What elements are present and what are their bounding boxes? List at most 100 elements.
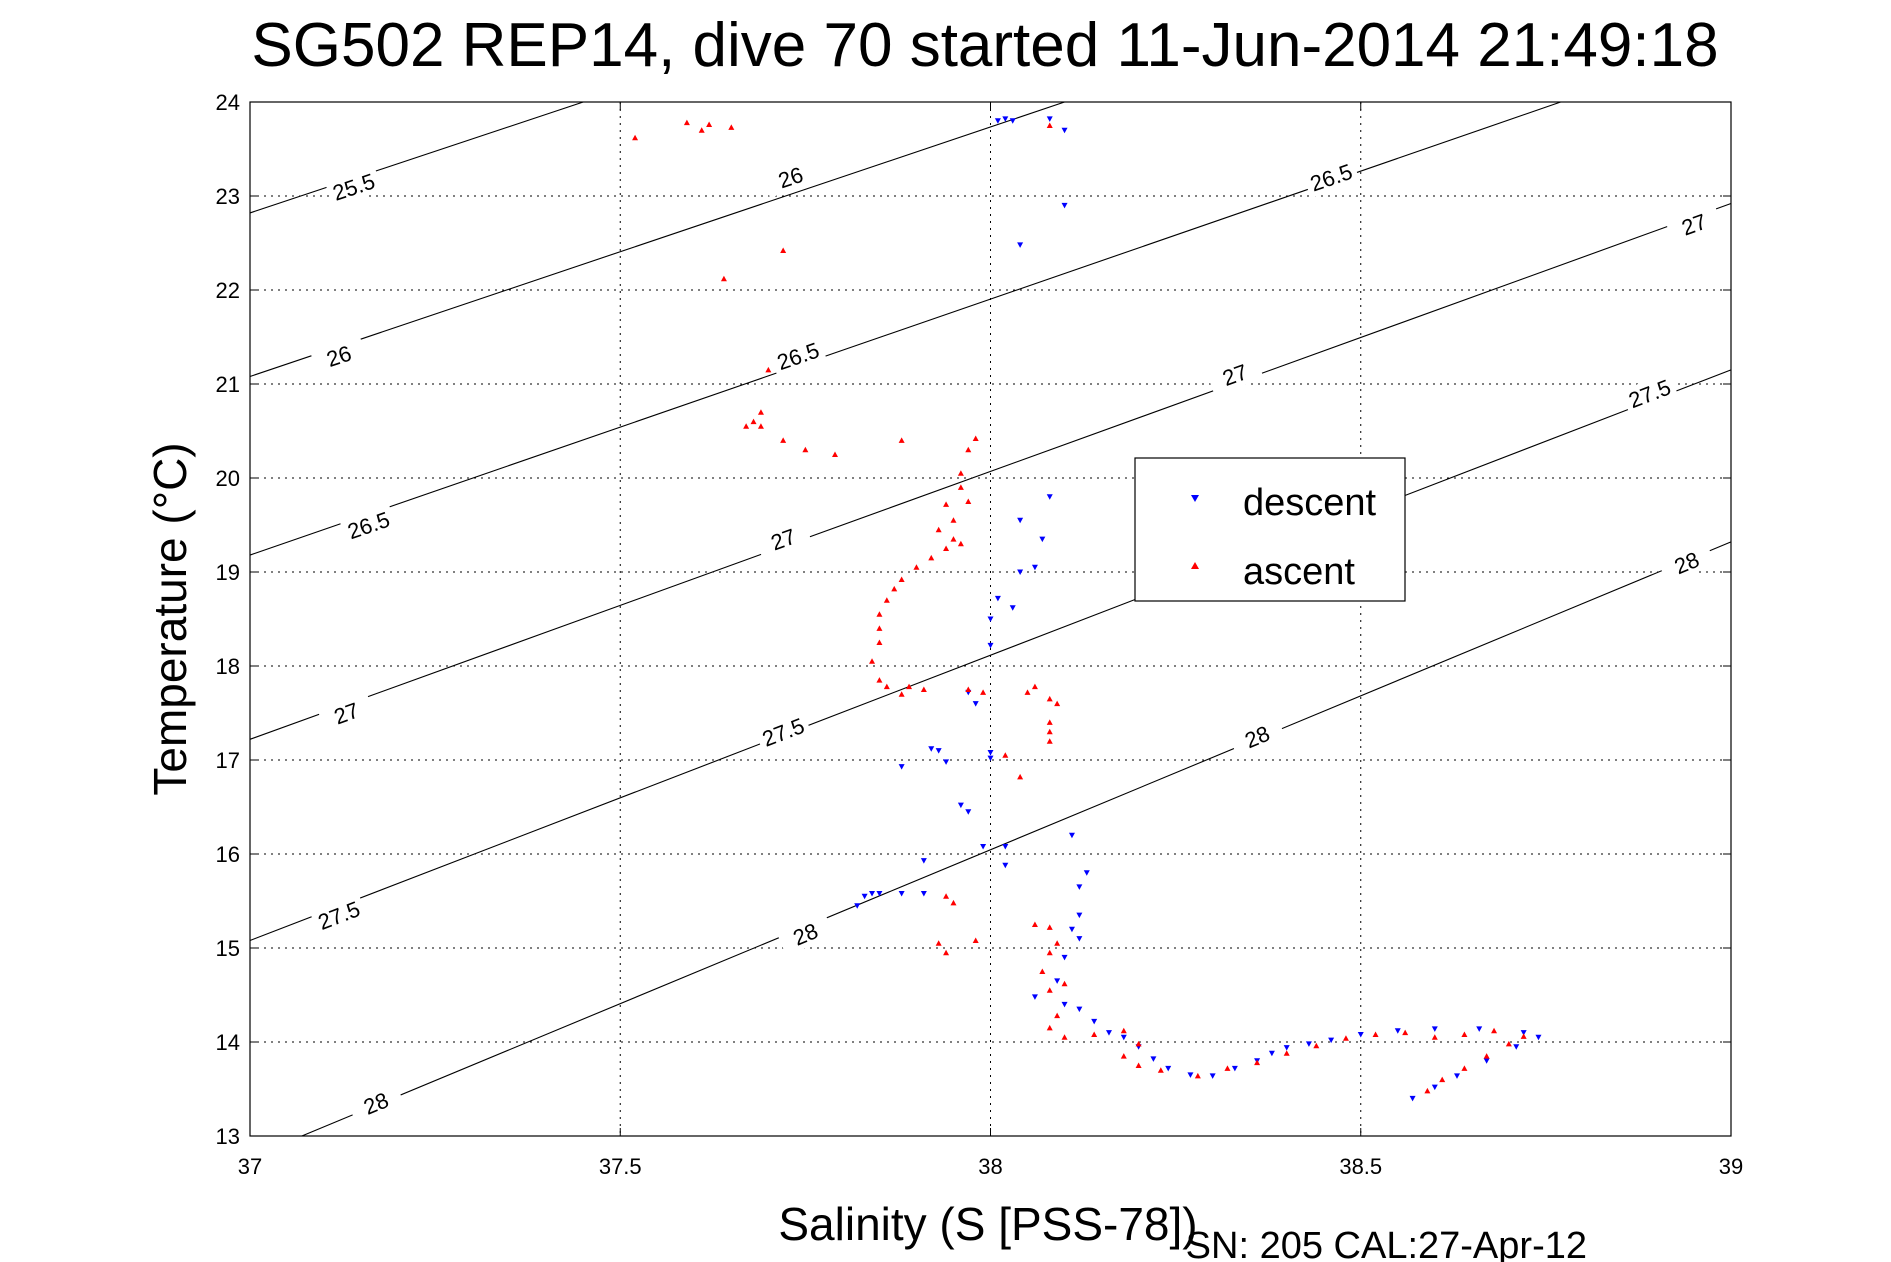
descent-point — [1520, 1030, 1527, 1036]
descent-point — [1076, 936, 1083, 942]
ascent-point — [1224, 1065, 1231, 1071]
descent-point — [1231, 1065, 1238, 1072]
ascent-point — [1372, 1031, 1379, 1037]
y-tick-label: 20 — [216, 466, 240, 491]
ascent-point — [1054, 700, 1061, 707]
contour-label-background — [754, 518, 813, 561]
ascent-point — [965, 686, 972, 692]
contour-label-background — [769, 335, 827, 377]
descent-point — [1328, 1037, 1335, 1044]
descent-point — [987, 642, 994, 649]
descent-point — [1009, 605, 1016, 611]
chart-title: SG502 REP14, dive 70 started 11-Jun-2014… — [251, 11, 1718, 80]
ascent-point — [1046, 949, 1053, 956]
ascent-point — [898, 576, 905, 583]
ascent-point — [1024, 689, 1031, 695]
ascent-point — [757, 409, 764, 415]
ascent-point — [920, 686, 927, 692]
series-descent — [854, 116, 1542, 1102]
y-tick-label: 22 — [216, 278, 240, 303]
ascent-point — [906, 683, 913, 690]
ascent-point — [943, 949, 950, 956]
descent-point — [1061, 202, 1068, 209]
ascent-point — [1061, 1034, 1068, 1040]
y-tick-label: 21 — [216, 372, 240, 397]
ascent-point — [876, 677, 883, 683]
ascent-point — [743, 423, 750, 429]
ascent-point — [1017, 773, 1024, 780]
ascent-point — [1046, 728, 1053, 735]
ascent-point — [757, 423, 764, 429]
y-tick-label: 17 — [216, 748, 240, 773]
descent-point — [1165, 1065, 1172, 1072]
descent-point — [1039, 536, 1046, 543]
contour-label-background — [346, 1081, 405, 1126]
ascent-point — [1194, 1072, 1201, 1079]
ascent-point — [928, 554, 935, 561]
descent-point — [1105, 1030, 1112, 1036]
descent-point — [1061, 1001, 1068, 1008]
descent-point — [1305, 1041, 1312, 1047]
descent-point — [1120, 1034, 1127, 1041]
ascent-point — [1342, 1035, 1349, 1041]
density-contour-label: 27.5 — [315, 896, 364, 935]
descent-point — [928, 746, 935, 752]
legend: descent ascent — [1134, 457, 1406, 602]
ascent-point — [1120, 1027, 1127, 1034]
ascent-point — [1002, 752, 1009, 758]
axis-ticks: 37 37.5 38 38.5 39 13 14 15 16 17 18 19 20 21 22 23 24 — [216, 90, 1744, 1179]
ascent-point — [1046, 695, 1053, 702]
ascent-point — [706, 121, 713, 128]
density-contour-line — [249, 101, 1065, 378]
contour-label-background — [1657, 540, 1716, 585]
descent-point — [1076, 884, 1083, 890]
ascent-point — [1424, 1087, 1431, 1094]
ascent-point — [780, 437, 787, 443]
descent-point — [1068, 832, 1075, 839]
descent-point — [1017, 242, 1024, 248]
contour-label-background — [1302, 156, 1360, 198]
ascent-point — [1283, 1050, 1290, 1056]
descent-point — [1357, 1031, 1364, 1038]
ascent-point — [1483, 1053, 1490, 1059]
ascent-point — [957, 540, 964, 547]
y-tick-label: 16 — [216, 842, 240, 867]
ascent-point — [831, 451, 838, 457]
density-contours: 25.5262626.526.526.52727272727.527.527.5… — [249, 101, 1732, 1137]
descent-point — [1431, 1084, 1438, 1091]
contour-label-background — [309, 893, 368, 937]
descent-point — [1513, 1044, 1520, 1050]
y-tick-label: 14 — [216, 1030, 240, 1055]
descent-point — [1409, 1095, 1416, 1102]
series-ascent — [632, 119, 1527, 1094]
ascent-point — [632, 134, 639, 141]
descent-point — [1061, 954, 1068, 961]
density-contour-label: 26.5 — [774, 337, 823, 375]
contour-label-background — [324, 166, 383, 208]
ascent-point — [950, 536, 957, 542]
x-axis-label: Salinity (S [PSS-78]) — [778, 1198, 1197, 1250]
ascent-point — [1046, 122, 1053, 128]
legend-ascent-marker — [1191, 562, 1199, 569]
descent-point — [876, 890, 883, 897]
descent-point — [943, 759, 950, 765]
ascent-point — [891, 585, 898, 592]
descent-point — [987, 749, 994, 756]
ascent-point — [1431, 1034, 1438, 1040]
density-contour-label: 26.5 — [344, 507, 393, 545]
ascent-point — [1046, 987, 1053, 993]
ascent-point — [943, 545, 950, 551]
contour-label-background — [1228, 714, 1287, 759]
y-tick-label: 19 — [216, 560, 240, 585]
ascent-point — [876, 625, 883, 631]
ascent-point — [943, 501, 950, 507]
ascent-point — [780, 247, 787, 254]
ascent-point — [972, 937, 979, 943]
density-contour-label: 27.5 — [1625, 375, 1674, 414]
descent-point — [1083, 870, 1090, 876]
ascent-point — [898, 437, 905, 443]
descent-point — [1031, 564, 1038, 571]
descent-point — [1009, 118, 1016, 124]
ascent-point — [883, 683, 890, 690]
